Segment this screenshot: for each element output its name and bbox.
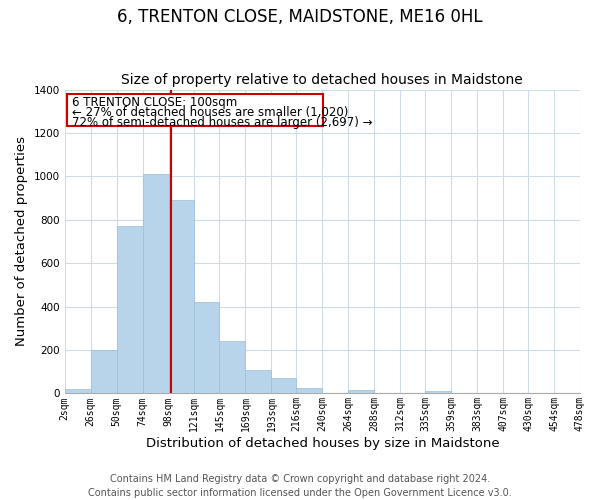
Bar <box>296 388 322 394</box>
Bar <box>220 342 245 394</box>
Bar <box>116 226 143 394</box>
Text: 6 TRENTON CLOSE: 100sqm: 6 TRENTON CLOSE: 100sqm <box>72 96 238 109</box>
Bar <box>245 370 271 394</box>
Text: 72% of semi-detached houses are larger (2,697) →: 72% of semi-detached houses are larger (… <box>72 116 373 128</box>
Text: ← 27% of detached houses are smaller (1,020): ← 27% of detached houses are smaller (1,… <box>72 106 349 119</box>
Bar <box>65 389 91 394</box>
Title: Size of property relative to detached houses in Maidstone: Size of property relative to detached ho… <box>121 73 523 87</box>
Bar <box>271 378 296 394</box>
Text: 6, TRENTON CLOSE, MAIDSTONE, ME16 0HL: 6, TRENTON CLOSE, MAIDSTONE, ME16 0HL <box>117 8 483 26</box>
X-axis label: Distribution of detached houses by size in Maidstone: Distribution of detached houses by size … <box>146 437 499 450</box>
Bar <box>91 350 116 394</box>
Text: Contains HM Land Registry data © Crown copyright and database right 2024.
Contai: Contains HM Land Registry data © Crown c… <box>88 474 512 498</box>
Bar <box>425 391 451 394</box>
Y-axis label: Number of detached properties: Number of detached properties <box>15 136 28 346</box>
Bar <box>143 174 169 394</box>
Bar <box>349 390 374 394</box>
FancyBboxPatch shape <box>67 94 323 126</box>
Bar <box>169 200 193 394</box>
Bar <box>193 302 220 394</box>
